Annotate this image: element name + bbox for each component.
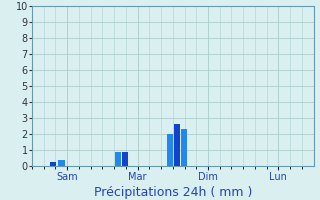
Bar xyxy=(122,152,128,166)
X-axis label: Précipitations 24h ( mm ): Précipitations 24h ( mm ) xyxy=(94,186,252,199)
Bar xyxy=(167,134,173,166)
Bar xyxy=(115,152,121,166)
Bar xyxy=(181,129,187,166)
Bar xyxy=(59,160,65,166)
Bar xyxy=(174,124,180,166)
Bar xyxy=(50,162,56,166)
